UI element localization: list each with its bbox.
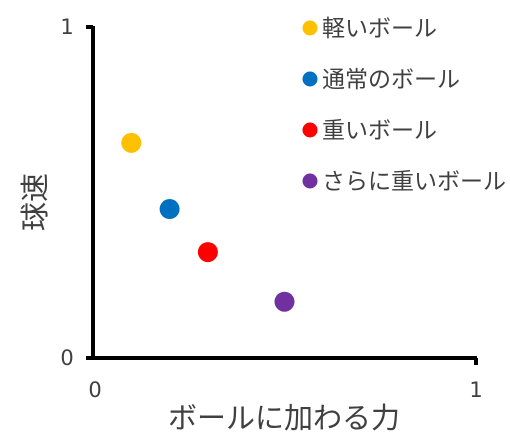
x-tick-label-right: 1 <box>469 378 482 402</box>
legend-label-1: 軽いボール <box>322 16 437 42</box>
x-axis-title: ボールに加わる力 <box>168 401 400 435</box>
legend-marker-1 <box>302 20 318 36</box>
data-point-series-2 <box>159 199 180 220</box>
data-points <box>121 132 295 312</box>
data-point-series-3 <box>197 242 218 263</box>
legend-label-2: 通常のボール <box>322 67 460 93</box>
data-point-series-1 <box>121 132 142 153</box>
y-tick-label-bottom: 0 <box>60 346 73 370</box>
y-tick-label-top: 1 <box>60 15 73 39</box>
legend-marker-4 <box>302 173 318 189</box>
legend-label-4: さらに重いボール <box>322 169 506 195</box>
x-tick-label-left: 0 <box>88 378 101 402</box>
legend-label-3: 重いボール <box>322 118 437 144</box>
y-axis-title: 球速 <box>18 173 52 231</box>
data-point-series-4 <box>274 291 295 312</box>
legend-marker-3 <box>302 122 318 138</box>
legend-marker-2 <box>302 71 318 87</box>
